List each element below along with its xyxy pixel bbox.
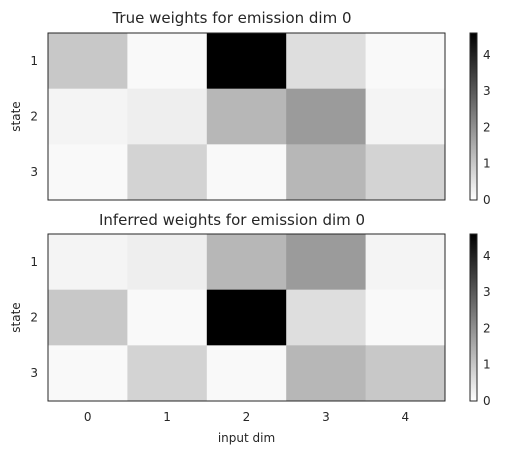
heatmap-cell [127, 289, 208, 346]
heatmap-cell [48, 88, 128, 145]
heatmap-cells [48, 33, 446, 201]
heatmap-cell [286, 88, 367, 145]
heatmap-cell [286, 33, 367, 90]
inferred-weights-panel: Inferred weights for emission dim 0 123 … [9, 211, 491, 445]
heatmap-cell [206, 88, 287, 145]
true-weights-panel: True weights for emission dim 0 1 2 3 stat… [9, 9, 491, 207]
colorbar-tick-label: 3 [483, 285, 491, 299]
colorbar-tick-label: 0 [483, 394, 491, 408]
y-tick-label: 1 [30, 54, 38, 68]
panel-title: True weights for emission dim 0 [111, 9, 351, 27]
colorbar-gradient [469, 32, 478, 201]
x-tick-label: 4 [401, 410, 409, 424]
heatmap-cell [48, 345, 128, 402]
heatmap-cell [48, 289, 128, 346]
panel-title: Inferred weights for emission dim 0 [99, 211, 365, 229]
heatmap-cell [206, 289, 287, 346]
heatmap-cell [127, 345, 208, 402]
heatmap-cell [206, 234, 287, 291]
heatmap-cell [286, 289, 367, 346]
colorbar-tick-label: 1 [483, 157, 491, 171]
heatmap-cell [365, 234, 446, 291]
y-tick-label: 2 [30, 110, 38, 124]
heatmap-cell [365, 144, 446, 201]
y-tick-label: 3 [30, 165, 38, 179]
heatmap-cell [286, 144, 367, 201]
colorbar-tick-label: 0 [483, 193, 491, 207]
colorbar: 0 1 2 3 4 [469, 233, 491, 408]
heatmap-cell [48, 234, 128, 291]
heatmap-cell [48, 33, 128, 90]
heatmap-cell [206, 144, 287, 201]
heatmap-cell [286, 345, 367, 402]
x-tick-label: 2 [243, 410, 251, 424]
heatmap-cell [286, 234, 367, 291]
x-tick-label: 0 [84, 410, 92, 424]
heatmap-cell [365, 289, 446, 346]
y-axis-label: state [9, 302, 23, 332]
plot-frame [47, 32, 446, 201]
y-tick-label: 1 [30, 255, 38, 269]
y-tick-label: 3 [30, 366, 38, 380]
colorbar-tick-label: 3 [483, 84, 491, 98]
colorbar-gradient [469, 233, 478, 402]
heatmap-cell [365, 88, 446, 145]
y-axis-label: state [9, 101, 23, 131]
colorbar-tick-label: 4 [483, 249, 491, 263]
heatmap-cell [127, 33, 208, 90]
y-tick-labels: 1 2 3 [30, 54, 38, 179]
heatmap-cell [206, 345, 287, 402]
x-tick-label: 3 [322, 410, 330, 424]
colorbar-tick-label: 2 [483, 120, 491, 134]
y-tick-labels: 1 2 3 [30, 255, 38, 380]
heatmap-cells [48, 234, 446, 402]
heatmap-cell [127, 88, 208, 145]
x-axis-label: input dim [218, 431, 275, 445]
colorbar-tick-label: 4 [483, 48, 491, 62]
x-tick-labels: 0 1 2 3 4 [84, 410, 409, 424]
colorbar-tick-label: 1 [483, 358, 491, 372]
x-tick-label: 1 [163, 410, 171, 424]
colorbar: 0 1 2 3 4 [469, 32, 491, 207]
heatmap-cell [48, 144, 128, 201]
heatmap-cell [365, 33, 446, 90]
plot-frame [47, 233, 446, 402]
colorbar-tick-label: 2 [483, 321, 491, 335]
heatmap-cell [206, 33, 287, 90]
heatmap-cell [127, 234, 208, 291]
y-tick-label: 2 [30, 311, 38, 325]
heatmap-cell [365, 345, 446, 402]
heatmap-cell [127, 144, 208, 201]
